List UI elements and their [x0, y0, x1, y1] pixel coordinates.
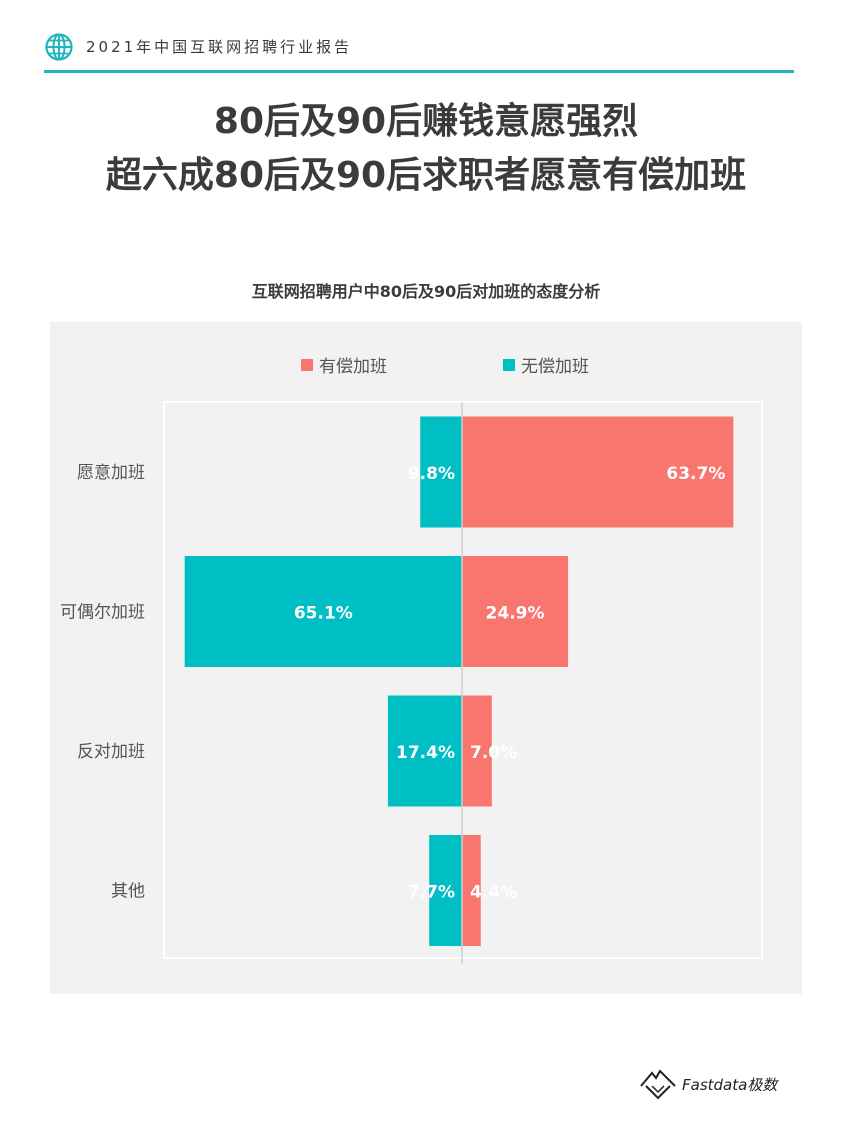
globe-icon [45, 33, 73, 61]
footer-brand-text: Fastdata极数 [682, 1076, 778, 1094]
legend-label-paid: 有偿加班 [319, 357, 387, 377]
chart-plot: 愿意加班 9.8% 63.7% 可偶尔加班 65.1% 24.9% 反对加班 17.4% 7.0… [60, 401, 763, 964]
data-label-unpaid: 17.4% [396, 743, 455, 763]
category-label: 愿意加班 [77, 463, 145, 483]
headline-line-1: 80后及90后赚钱意愿强烈 [213, 101, 639, 142]
bar-unpaid [387, 695, 462, 807]
data-label-paid: 63.7% [666, 464, 725, 484]
legend-swatch-unpaid [503, 358, 515, 371]
category-label: 反对加班 [77, 742, 145, 762]
bar-paid [462, 556, 569, 667]
data-label-paid: 4.4% [470, 883, 517, 903]
report-title: 2021年中国互联网招聘行业报告 [86, 38, 353, 56]
bar-paid [462, 416, 734, 528]
category-label: 可偶尔加班 [60, 603, 145, 623]
bar-paid [462, 835, 481, 946]
data-label-unpaid: 7.7% [408, 883, 455, 903]
data-label-unpaid: 9.8% [408, 464, 455, 484]
legend-label-unpaid: 无偿加班 [521, 357, 589, 377]
page-headline: 80后及90后赚钱意愿强烈 超六成80后及90后求职者愿意有偿加班 [0, 95, 852, 203]
data-label-paid: 7.0% [470, 743, 517, 763]
bar-unpaid [429, 835, 462, 946]
bar-unpaid [420, 416, 462, 528]
headline-line-2: 超六成80后及90后求职者愿意有偿加班 [105, 155, 747, 196]
legend-swatch-paid [301, 358, 313, 371]
legend-paid: 有偿加班 [301, 352, 387, 378]
bar-unpaid [184, 556, 462, 667]
plot-frame [163, 401, 763, 959]
legend-unpaid: 无偿加班 [503, 352, 589, 378]
bar-paid [462, 695, 492, 807]
data-label-paid: 24.9% [486, 604, 545, 624]
mountain-logo-icon [640, 1069, 676, 1100]
report-header: 2021年中国互联网招聘行业报告 [44, 30, 794, 73]
category-label: 其他 [111, 882, 145, 902]
data-label-unpaid: 65.1% [294, 604, 353, 624]
chart-title: 互联网招聘用户中80后及90后对加班的态度分析 [251, 282, 601, 301]
